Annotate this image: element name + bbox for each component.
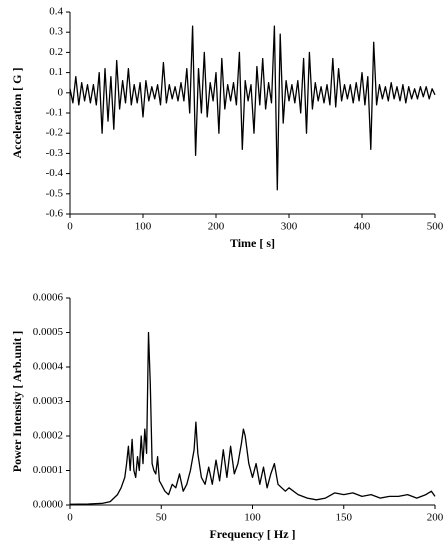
x-axis-label: Frequency [ Hz ] bbox=[209, 527, 295, 541]
y-tick-label: 0 bbox=[58, 86, 64, 98]
x-axis-label: Time [ s] bbox=[230, 236, 275, 250]
y-tick-label: -0.2 bbox=[46, 127, 63, 139]
x-tick-label: 200 bbox=[208, 221, 225, 233]
x-tick-label: 0 bbox=[67, 221, 73, 233]
y-tick-label: -0.6 bbox=[46, 208, 64, 220]
y-tick-label: -0.4 bbox=[46, 167, 64, 179]
x-tick-label: 100 bbox=[135, 221, 152, 233]
x-tick-label: 300 bbox=[281, 221, 298, 233]
y-tick-label: 0.4 bbox=[49, 6, 63, 18]
y-tick-label: 0.0005 bbox=[33, 326, 64, 338]
y-tick-label: 0.0003 bbox=[33, 395, 64, 407]
x-tick-label: 0 bbox=[67, 512, 73, 524]
x-tick-label: 150 bbox=[336, 512, 353, 524]
y-tick-label: -0.1 bbox=[46, 107, 63, 119]
signal-line bbox=[69, 331, 436, 505]
x-tick-label: 400 bbox=[354, 221, 371, 233]
y-tick-label: 0.3 bbox=[49, 26, 63, 38]
signal-line bbox=[69, 25, 436, 191]
x-tick-label: 100 bbox=[244, 512, 261, 524]
x-tick-label: 50 bbox=[156, 512, 168, 524]
y-tick-label: 0.0001 bbox=[33, 464, 63, 476]
x-tick-label: 500 bbox=[427, 221, 444, 233]
y-axis-label: Acceleration [ G ] bbox=[10, 68, 24, 159]
y-axis-label: Power Intensity [ Arb.unit ] bbox=[10, 331, 24, 472]
y-tick-label: 0.1 bbox=[49, 66, 63, 78]
y-tick-label: -0.5 bbox=[46, 187, 64, 199]
y-tick-label: 0.2 bbox=[49, 46, 63, 58]
y-tick-label: 0.0000 bbox=[33, 499, 64, 511]
y-tick-label: 0.0002 bbox=[33, 430, 63, 442]
y-tick-label: 0.0006 bbox=[33, 292, 64, 304]
y-tick-label: 0.0004 bbox=[33, 361, 64, 373]
y-tick-label: -0.3 bbox=[46, 147, 64, 159]
x-tick-label: 200 bbox=[427, 512, 444, 524]
